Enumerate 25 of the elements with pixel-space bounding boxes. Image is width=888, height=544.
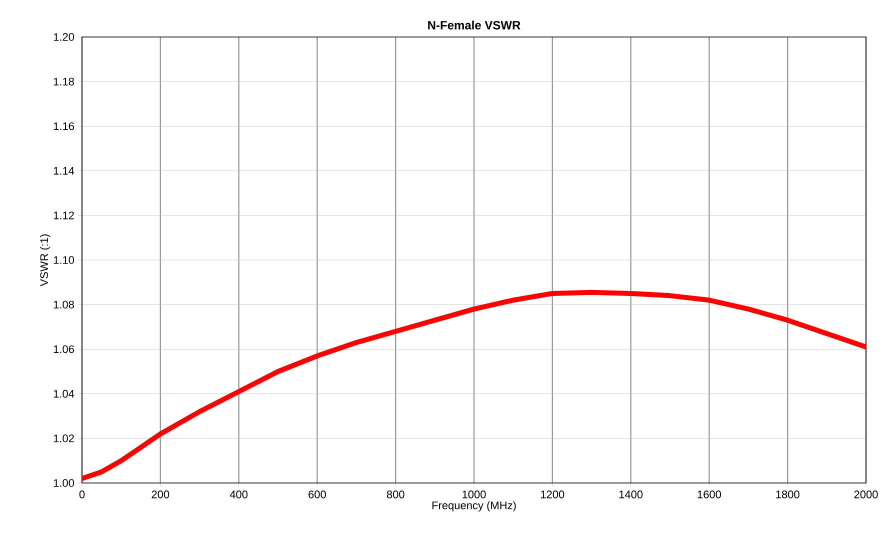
y-axis-title: VSWR (:1) xyxy=(40,234,50,286)
y-tick-label: 1.06 xyxy=(54,345,74,354)
y-tick-label: 1.14 xyxy=(54,167,74,175)
y-tick-label: 1.02 xyxy=(54,434,74,442)
x-tick-label: 800 xyxy=(386,490,404,498)
y-tick-label: 1.08 xyxy=(54,300,74,308)
x-tick-label: 1800 xyxy=(776,490,800,498)
x-axis-title: Frequency (MHz) xyxy=(432,501,516,512)
y-tick-label: 1.04 xyxy=(54,390,74,398)
y-tick-label: 1.12 xyxy=(54,212,74,220)
chart-title: N-Female VSWR xyxy=(428,20,520,30)
x-tick-label: 1400 xyxy=(619,490,643,498)
y-tick-label: 1.10 xyxy=(54,256,74,264)
x-tick-label: 200 xyxy=(152,490,170,498)
y-tick-label: 1.16 xyxy=(54,122,74,130)
x-tick-label: 0 xyxy=(79,490,85,498)
x-tick-label: 1600 xyxy=(698,490,721,498)
x-tick-label: 400 xyxy=(230,490,248,498)
x-tick-label: 1200 xyxy=(541,490,564,498)
y-tick-label: 1.00 xyxy=(54,479,74,487)
y-tick-label: 1.18 xyxy=(54,78,74,86)
y-tick-label: 1.20 xyxy=(54,33,74,41)
x-tick-label: 1000 xyxy=(462,490,486,498)
x-tick-label: 2000 xyxy=(854,490,878,498)
x-tick-label: 600 xyxy=(308,490,326,498)
